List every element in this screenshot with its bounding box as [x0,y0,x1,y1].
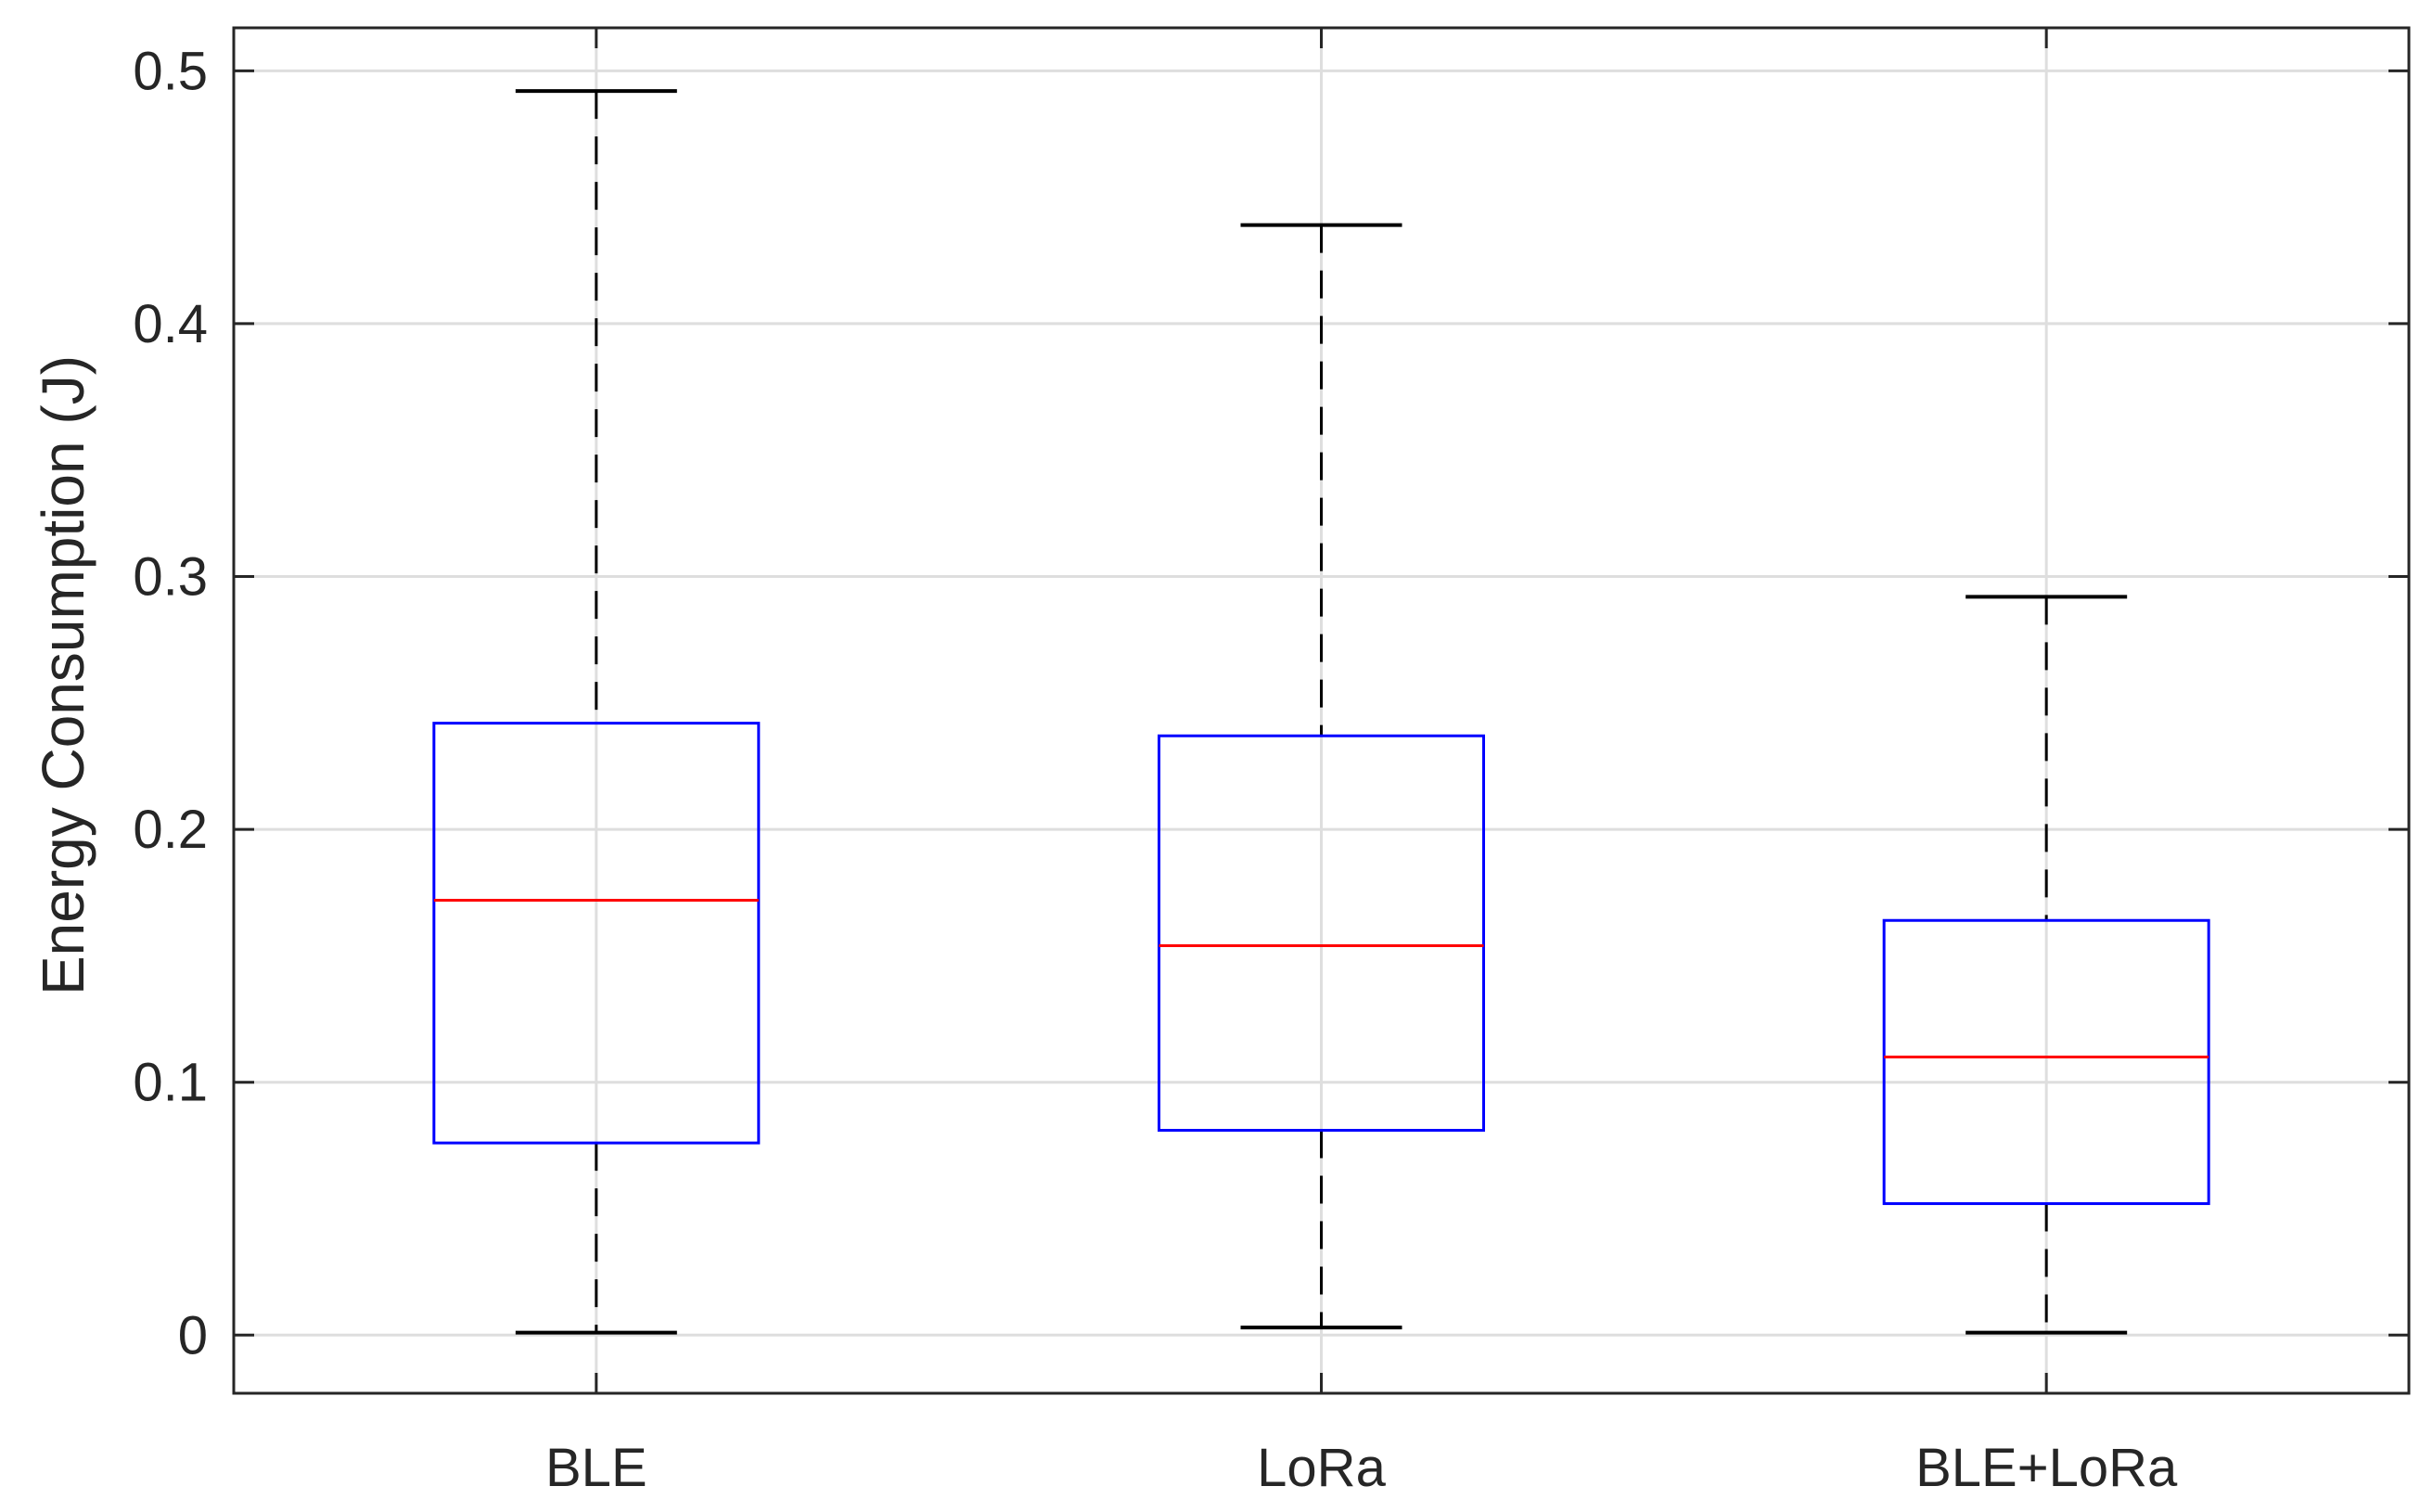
x-category-label: BLE [545,1438,647,1498]
y-tick-label: 0 [178,1305,208,1365]
interquartile-box [432,722,761,1145]
y-tick-label: 0.5 [133,41,208,101]
y-tick-label: 0.1 [133,1053,208,1113]
interquartile-box [1882,918,2210,1206]
axis-ticks [234,28,2409,1393]
x-category-label: BLE+LoRa [1915,1438,2178,1498]
y-axis-label: Energy Consumption (J) [30,355,96,995]
box-group [1158,223,1485,1330]
boxes [432,89,2210,1335]
tick-labels: 0 0.1 0.2 0.3 0.4 0.5 BLE LoRa BLE+LoRa [133,41,2178,1498]
box-group [1882,595,2210,1335]
x-category-label: LoRa [1257,1438,1386,1498]
y-tick-label: 0.4 [133,294,208,354]
y-tick-label: 0.3 [133,547,208,608]
interquartile-box [1158,734,1485,1133]
box-group [432,89,761,1335]
y-tick-label: 0.2 [133,800,208,860]
